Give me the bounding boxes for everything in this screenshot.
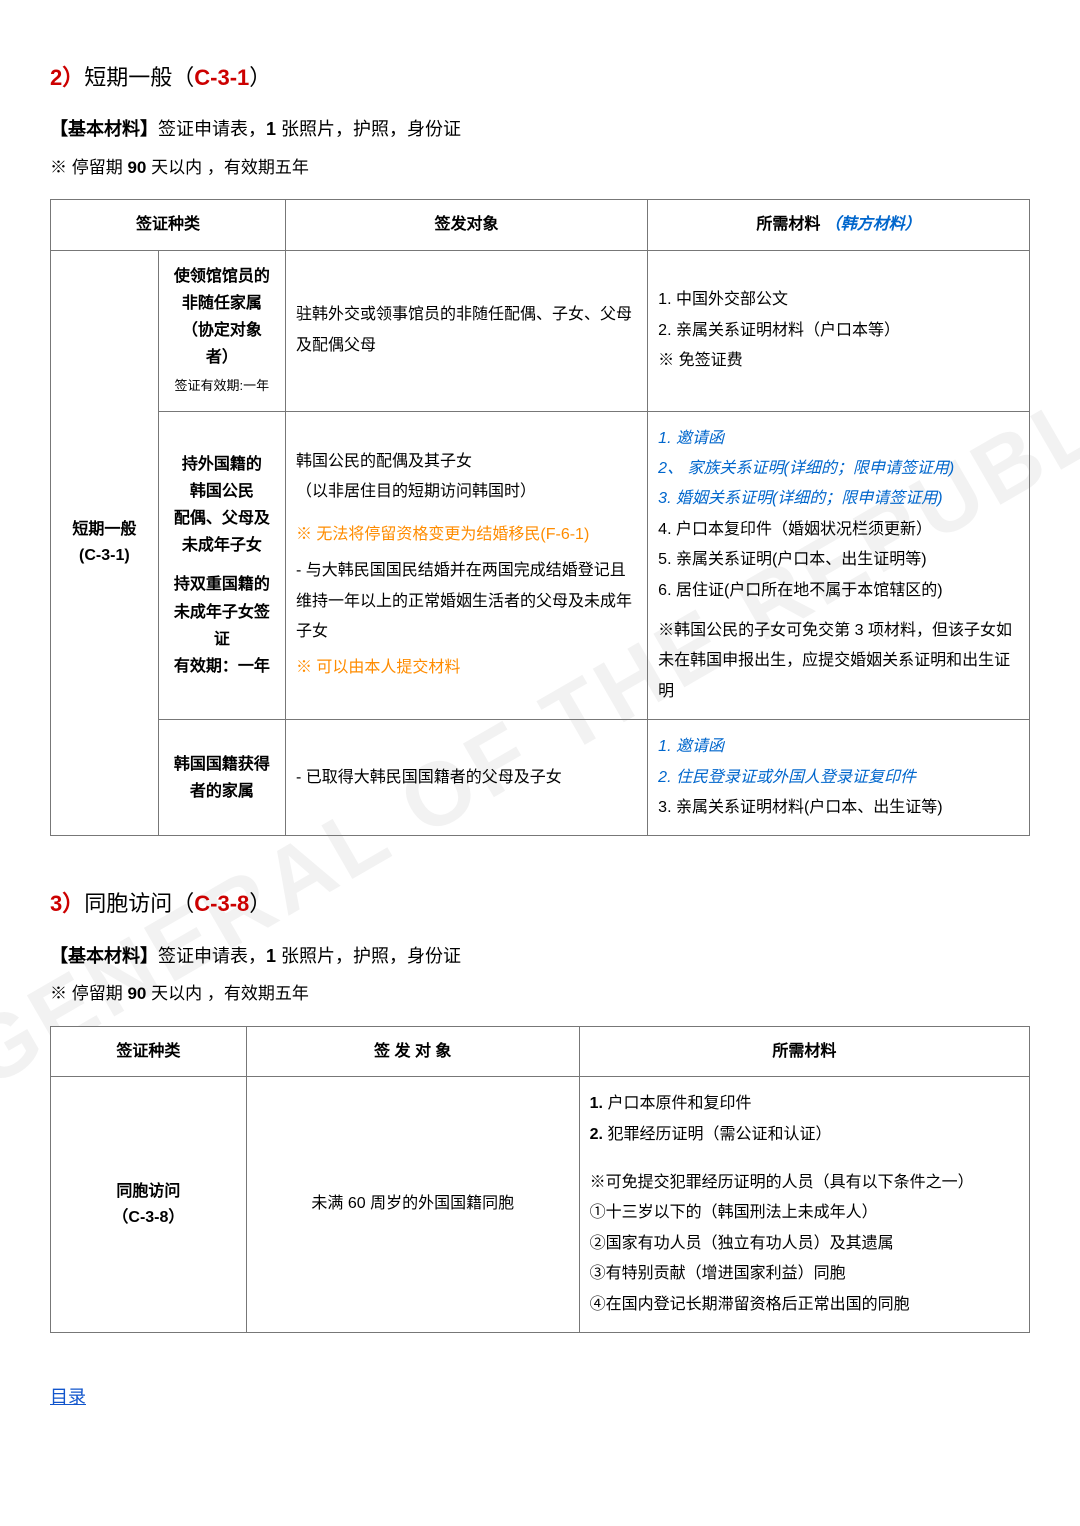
section-3-title: 3）同胞访问（C-3-8） [50, 886, 1030, 921]
table-2-category: 同胞访问 （C-3-8） [51, 1077, 247, 1333]
section-2-code: C-3-1 [194, 65, 249, 90]
table-2: 签证种类 签 发 对 象 所需材料 同胞访问 （C-3-8） 未满 60 周岁的… [50, 1026, 1030, 1333]
table-1-h2: 签发对象 [285, 200, 647, 251]
section-2-title-text: 短期一般（ [84, 65, 194, 90]
section-3-basic: 【基本材料】签证申请表，1 张照片，护照，身份证 [50, 942, 1030, 971]
table-1-row3-sub: 韩国国籍获得 者的家属 [158, 720, 285, 836]
table-2-materials: 1. 户口本原件和复印件 2. 犯罪经历证明（需公证和认证） ※可免提交犯罪经历… [579, 1077, 1029, 1333]
table-1-row3-materials: 1. 邀请函 2. 住民登录证或外国人登录证复印件 3. 亲属关系证明材料(户口… [648, 720, 1030, 836]
section-2-note: ※ 停留期 90 天以内 ，有效期五年 [50, 154, 1030, 181]
table-2-h3: 所需材料 [579, 1026, 1029, 1077]
section-2-title: 2）短期一般（C-3-1） [50, 60, 1030, 95]
toc-link[interactable]: 目录 [50, 1387, 86, 1407]
table-1-row2-sub: 持外国籍的 韩国公民 配偶、父母及 未成年子女 持双重国籍的 未成年子女签证 有… [158, 411, 285, 720]
footer-link-container: 目录 [50, 1383, 1030, 1412]
table-2-h2: 签 发 对 象 [246, 1026, 579, 1077]
table-1-h1: 签证种类 [51, 200, 286, 251]
table-2-target: 未满 60 周岁的外国国籍同胞 [246, 1077, 579, 1333]
section-3-num: 3） [50, 891, 84, 916]
basic-label: 【基本材料】 [50, 119, 158, 139]
table-1-row2-materials: 1. 邀请函 2、 家族关系证明(详细的；限申请签证用) 3. 婚姻关系证明(详… [648, 411, 1030, 720]
section-2-num: 2） [50, 65, 84, 90]
section-3-note: ※ 停留期 90 天以内 ，有效期五年 [50, 980, 1030, 1007]
table-2-h1: 签证种类 [51, 1026, 247, 1077]
section-2-basic: 【基本材料】签证申请表，1 张照片，护照，身份证 [50, 115, 1030, 144]
table-1-row1-sub: 使领馆馆员的 非随任家属 （协定对象者） 签证有效期:一年 [158, 250, 285, 411]
table-1-category: 短期一般 (C-3-1) [51, 250, 159, 836]
table-1-row1-target: 驻韩外交或领事馆员的非随任配偶、子女、父母及配偶父母 [285, 250, 647, 411]
table-1: 签证种类 签发对象 所需材料 （韩方材料） 短期一般 (C-3-1) 使领馆馆员… [50, 199, 1030, 836]
table-1-row3-target: - 已取得大韩民国国籍者的父母及子女 [285, 720, 647, 836]
table-1-row2-target: 韩国公民的配偶及其子女 （以非居住目的短期访问韩国时） ※ 无法将停留资格变更为… [285, 411, 647, 720]
section-2-close: ） [249, 65, 271, 90]
table-1-row1-materials: 1. 中国外交部公文 2. 亲属关系证明材料（户口本等） ※ 免签证费 [648, 250, 1030, 411]
table-1-h3: 所需材料 （韩方材料） [648, 200, 1030, 251]
